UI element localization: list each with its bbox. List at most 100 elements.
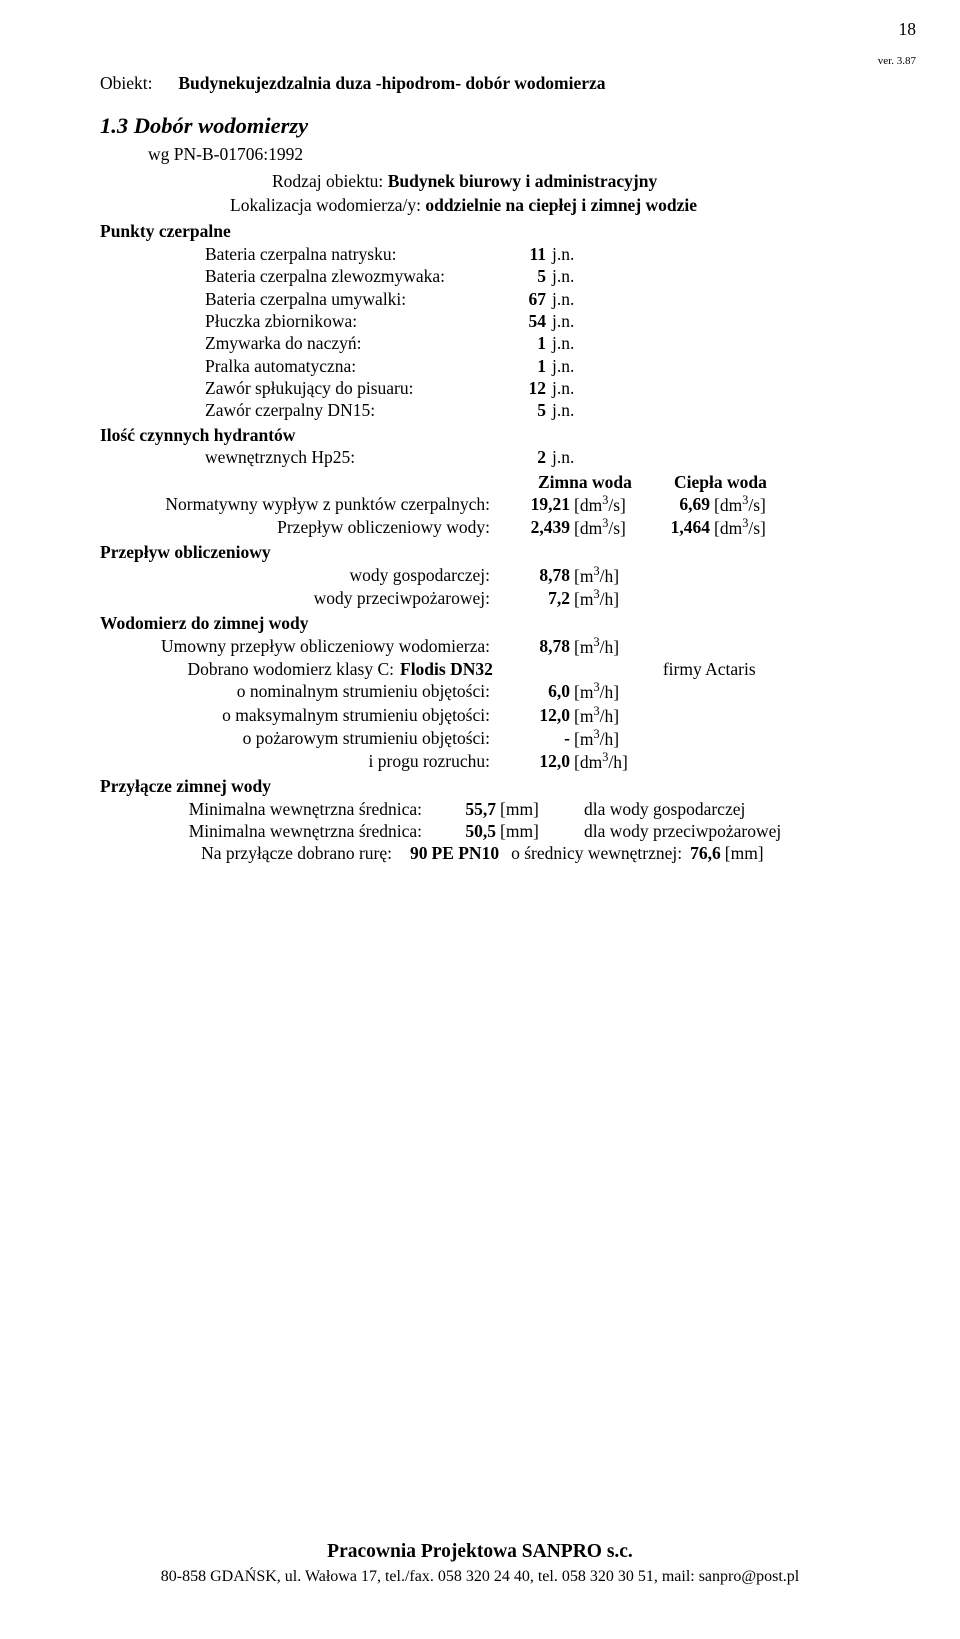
punkty-value: 1 — [490, 355, 546, 377]
rodzaj-value: Budynek biurowy i administracyjny — [388, 171, 658, 191]
ppoz-label: wody przeciwpożarowej: — [100, 587, 508, 610]
na-mid2: o średnicy wewnętrznej: — [511, 842, 682, 864]
punkty-label: Bateria czerpalna umywalki: — [100, 288, 490, 310]
rodzaj-line: Rodzaj obiektu: Budynek biurowy i admini… — [272, 170, 878, 192]
page-number: 18 — [899, 18, 917, 40]
max-label: o maksymalnym strumieniu objętości: — [100, 704, 508, 727]
przep-ciepla: 1,464 — [648, 516, 710, 539]
lokal-line: Lokalizacja wodomierza/y: oddzielnie na … — [230, 194, 878, 216]
prog-unit: [dm3/h] — [570, 750, 628, 773]
punkty-title: Punkty czerpalne — [100, 220, 878, 242]
ciepla-header: Ciepła woda — [674, 471, 824, 493]
poz-unit: [m3/h] — [570, 727, 619, 750]
norm-ciepla: 6,69 — [648, 493, 710, 516]
lokal-value: oddzielnie na ciepłej i zimnej wodzie — [425, 195, 697, 215]
punkty-value: 12 — [490, 377, 546, 399]
object-label: Obiekt: — [100, 72, 174, 94]
hydrant-unit: j.n. — [546, 446, 574, 468]
umow-unit: [m3/h] — [570, 635, 619, 658]
footer-address: 80-858 GDAŃSK, ul. Wałowa 17, tel./fax. … — [0, 1567, 960, 1587]
hydrant-row: wewnętrznych Hp25: 2 j.n. — [100, 446, 878, 468]
min1-label: Minimalna wewnętrzna średnica: — [100, 798, 440, 820]
punkty-label: Płuczka zbiornikowa: — [100, 310, 490, 332]
hydrant-label: wewnętrznych Hp25: — [100, 446, 490, 468]
punkty-row: Bateria czerpalna umywalki:67j.n. — [100, 288, 878, 310]
ppoz-value: 7,2 — [508, 587, 570, 610]
na-row: Na przyłącze dobrano rurę: 90 PE PN10 o … — [100, 842, 878, 864]
nom-label: o nominalnym strumieniu objętości: — [100, 680, 508, 703]
punkty-value: 67 — [490, 288, 546, 310]
punkty-value: 5 — [490, 265, 546, 287]
footer: Pracownia Projektowa SANPRO s.c. 80-858 … — [0, 1540, 960, 1587]
poz-label: o pożarowym strumieniu objętości: — [100, 727, 508, 750]
prog-row: i progu rozruchu: 12,0 [dm3/h] — [100, 750, 878, 773]
punkty-unit: j.n. — [546, 332, 574, 354]
punkty-label: Zawór spłukujący do pisuaru: — [100, 377, 490, 399]
min1-unit: [mm] — [496, 798, 556, 820]
object-name: Budynekujezdzalnia duza -hipodrom- dobór… — [178, 73, 605, 93]
hydrant-title: Ilość czynnych hydrantów — [100, 424, 878, 446]
po-title: Przepływ obliczeniowy — [100, 541, 878, 563]
normative-flow-row: Normatywny wypływ z punktów czerpalnych:… — [100, 493, 878, 516]
punkty-list: Bateria czerpalna natrysku:11j.n.Bateria… — [100, 243, 878, 422]
punkty-unit: j.n. — [546, 288, 574, 310]
nom-unit: [m3/h] — [570, 680, 619, 703]
min1-note: dla wody gospodarczej — [556, 798, 745, 820]
footer-firm: Pracownia Projektowa SANPRO s.c. — [0, 1540, 960, 1565]
rodzaj-label: Rodzaj obiektu: — [272, 171, 383, 191]
prog-value: 12,0 — [508, 750, 570, 773]
punkty-row: Zmywarka do naczyń:1j.n. — [100, 332, 878, 354]
ppoz-row: wody przeciwpożarowej: 7,2 [m3/h] — [100, 587, 878, 610]
wg-line: wg PN-B-01706:1992 — [148, 143, 878, 165]
punkty-label: Pralka automatyczna: — [100, 355, 490, 377]
dobrano-label: Dobrano wodomierz klasy C: — [100, 658, 400, 680]
punkty-row: Zawór czerpalny DN15:5j.n. — [100, 399, 878, 421]
punkty-unit: j.n. — [546, 243, 574, 265]
punkty-unit: j.n. — [546, 355, 574, 377]
punkty-label: Bateria czerpalna natrysku: — [100, 243, 490, 265]
page: 18 ver. 3.87 Obiekt: Budynekujezdzalnia … — [0, 0, 960, 1639]
przep-unit-1: [dm3/s] — [570, 516, 648, 539]
na-mid: PE PN10 — [432, 842, 512, 864]
punkty-unit: j.n. — [546, 377, 574, 399]
punkty-label: Zawór czerpalny DN15: — [100, 399, 490, 421]
punkty-label: Zmywarka do naczyń: — [100, 332, 490, 354]
nom-row: o nominalnym strumieniu objętości: 6,0 [… — [100, 680, 878, 703]
dobrano-class: Flodis DN32 — [400, 658, 663, 680]
ppoz-unit: [m3/h] — [570, 587, 619, 610]
poz-row: o pożarowym strumieniu objętości: - [m3/… — [100, 727, 878, 750]
dobrano-firm: firmy Actaris — [663, 658, 756, 680]
gosp-value: 8,78 — [508, 564, 570, 587]
umow-value: 8,78 — [508, 635, 570, 658]
na-label: Na przyłącze dobrano rurę: — [100, 842, 410, 864]
norm-zimna: 19,21 — [508, 493, 570, 516]
umow-row: Umowny przepływ obliczeniowy wodomierza:… — [100, 635, 878, 658]
min1-row: Minimalna wewnętrzna średnica: 55,7 [mm]… — [100, 798, 878, 820]
na-v1: 90 — [410, 842, 432, 864]
punkty-row: Płuczka zbiornikowa:54j.n. — [100, 310, 878, 332]
punkty-row: Bateria czerpalna zlewozmywaka:5j.n. — [100, 265, 878, 287]
nom-value: 6,0 — [508, 680, 570, 703]
section-title: 1.3 Dobór wodomierzy — [100, 112, 878, 141]
prog-label: i progu rozruchu: — [100, 750, 508, 773]
zimna-header: Zimna woda — [538, 471, 674, 493]
norm-label: Normatywny wypływ z punktów czerpalnych: — [100, 493, 508, 516]
max-value: 12,0 — [508, 704, 570, 727]
punkty-unit: j.n. — [546, 399, 574, 421]
punkty-value: 5 — [490, 399, 546, 421]
version-label: ver. 3.87 — [878, 54, 916, 68]
punkty-label: Bateria czerpalna zlewozmywaka: — [100, 265, 490, 287]
punkty-unit: j.n. — [546, 265, 574, 287]
min2-row: Minimalna wewnętrzna średnica: 50,5 [mm]… — [100, 820, 878, 842]
punkty-value: 11 — [490, 243, 546, 265]
punkty-row: Pralka automatyczna:1j.n. — [100, 355, 878, 377]
przep-label: Przepływ obliczeniowy wody: — [100, 516, 508, 539]
zimna-ciepla-header: Zimna woda Ciepła woda — [100, 471, 878, 493]
na-unit: [mm] — [721, 842, 764, 864]
przyl-title: Przyłącze zimnej wody — [100, 775, 878, 797]
max-unit: [m3/h] — [570, 704, 619, 727]
min1-value: 55,7 — [440, 798, 496, 820]
punkty-value: 1 — [490, 332, 546, 354]
design-flow-row: Przepływ obliczeniowy wody: 2,439 [dm3/s… — [100, 516, 878, 539]
gosp-row: wody gospodarczej: 8,78 [m3/h] — [100, 564, 878, 587]
